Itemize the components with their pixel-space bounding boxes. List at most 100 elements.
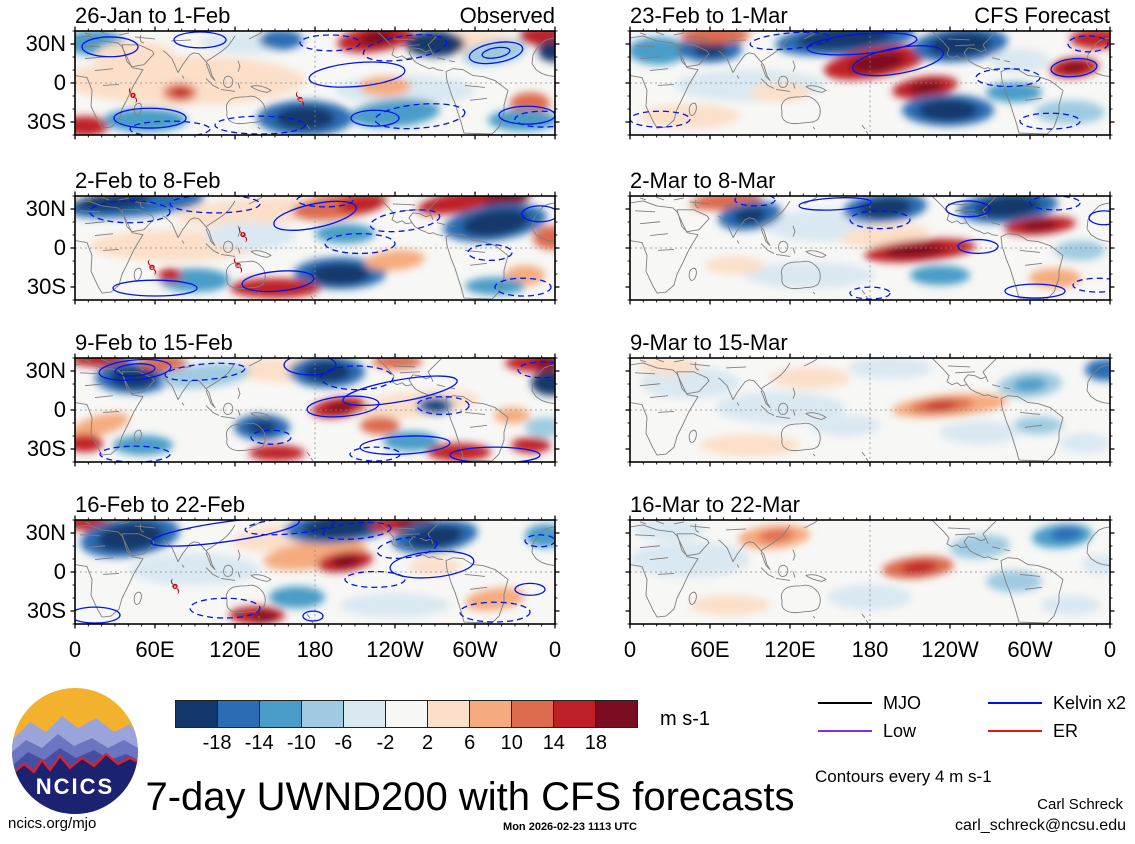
x-axis-label: 60E xyxy=(690,637,730,662)
legend-line-swatch xyxy=(988,701,1042,705)
x-axis-label: 0 xyxy=(68,637,82,662)
panel-title-row: 9-Mar to 15-Mar xyxy=(630,331,1110,355)
x-axis-label: 120W xyxy=(921,637,979,662)
tropical-cyclone-icon: 16 xyxy=(295,91,305,108)
legend-label: Kelvin x2 xyxy=(1053,693,1127,713)
svg-text:16: 16 xyxy=(236,264,240,268)
logo-red-ridge xyxy=(12,752,138,775)
x-axis-label: 0 xyxy=(1103,637,1117,662)
x-axis-label: 120W xyxy=(366,637,424,662)
panel-title-row: 2-Feb to 8-Feb xyxy=(75,169,555,193)
legend-item-low: Low xyxy=(818,722,916,740)
map-panel xyxy=(625,515,1115,629)
reference-dashed-lines xyxy=(75,358,555,462)
colorbar-cell xyxy=(343,701,385,727)
map-panel: F 16 xyxy=(70,26,560,140)
anomaly-shading xyxy=(75,520,555,624)
legend-item-mjo: MJO xyxy=(818,694,921,712)
wave-contours xyxy=(630,31,1109,130)
tropical-cyclone-icon: P xyxy=(238,226,248,243)
x-axis-label: 180 xyxy=(296,637,334,662)
tropical-cyclone-icon: 16 xyxy=(233,257,243,274)
wave-contours xyxy=(89,196,555,297)
y-axis-label: 0 xyxy=(53,70,66,95)
panel-column-label: Observed xyxy=(459,3,555,28)
panel-title-row: 9-Feb to 15-Feb xyxy=(75,331,555,355)
reference-dashed-lines xyxy=(630,358,1110,462)
author-name: Carl Schreck xyxy=(1037,796,1123,813)
x-axis-label: 180 xyxy=(851,637,889,662)
svg-text:F: F xyxy=(132,94,135,98)
colorbar-cell xyxy=(301,701,343,727)
legend-line-swatch xyxy=(818,729,872,733)
panel-date-range: 2-Mar to 8-Mar xyxy=(630,168,776,193)
wave-contours xyxy=(75,520,555,624)
coastlines xyxy=(630,196,1110,300)
legend-item-er: ER xyxy=(988,722,1078,740)
panel-title-row: 16-Mar to 22-Mar xyxy=(630,493,1110,517)
anomaly-shading xyxy=(640,358,1110,457)
y-axis-label: 0 xyxy=(53,235,66,260)
y-axis-label: 30N xyxy=(25,30,66,56)
map-panel xyxy=(625,26,1115,140)
colorbar-tick-label: -2 xyxy=(376,732,395,754)
y-axis-label: 0 xyxy=(53,559,66,584)
svg-text:16: 16 xyxy=(298,98,302,102)
coastlines xyxy=(75,31,555,135)
website-text: ncics.org/mjo xyxy=(8,815,97,832)
x-axis-label: 120E xyxy=(764,637,816,662)
colorbar-tick-label: 18 xyxy=(584,732,608,754)
y-axis-label: 30S xyxy=(26,598,66,624)
y-axis-label: 30S xyxy=(26,274,66,300)
logo-text: NCICS xyxy=(36,774,114,799)
map-panel: G P 16 xyxy=(70,191,560,305)
map-panel xyxy=(625,353,1115,467)
colorbar-cell xyxy=(427,701,469,727)
svg-text:H: H xyxy=(174,585,177,589)
x-axis-label: 0 xyxy=(623,637,637,662)
timestamp: Mon 2026-02-23 1113 UTC xyxy=(503,821,637,833)
axis-ticks xyxy=(625,515,1115,629)
map-panel xyxy=(70,353,560,467)
tropical-cyclone-icon: H xyxy=(170,578,180,595)
svg-text:G: G xyxy=(151,266,154,270)
y-axis-label: 0 xyxy=(53,397,66,422)
logo-base xyxy=(12,754,138,814)
author-email: carl_schreck@ncsu.edu xyxy=(955,817,1126,834)
coastlines xyxy=(75,196,555,300)
colorbar-cell xyxy=(259,701,301,727)
map-panel: H xyxy=(70,515,560,629)
colorbar-tick-label: -18 xyxy=(202,732,232,754)
panel-title-row: 23-Feb to 1-Mar CFS Forecast xyxy=(630,4,1110,28)
reference-dashed-lines xyxy=(630,196,1110,300)
panel-date-range: 9-Feb to 15-Feb xyxy=(75,330,233,355)
coastlines xyxy=(75,520,555,624)
colorbar-cell xyxy=(553,701,595,727)
x-axis-label: 0 xyxy=(548,637,562,662)
colorbar-units-label: m s-1 xyxy=(660,708,710,730)
legend-line-swatch xyxy=(988,729,1042,733)
panel-date-range: 16-Mar to 22-Mar xyxy=(630,492,800,517)
colorbar-cell xyxy=(469,701,511,727)
tropical-cyclone-icon: G xyxy=(147,259,157,276)
x-axis-label: 60E xyxy=(135,637,175,662)
anomaly-shading xyxy=(630,31,1110,129)
panel-date-range: 16-Feb to 22-Feb xyxy=(75,492,245,517)
colorbar-cell xyxy=(511,701,553,727)
colorbar xyxy=(175,700,638,728)
legend-label: ER xyxy=(1053,721,1079,741)
panel-date-range: 9-Mar to 15-Mar xyxy=(630,330,788,355)
legend-item-kelvin-x2: Kelvin x2 xyxy=(988,694,1126,712)
panel-title-row: 16-Feb to 22-Feb xyxy=(75,493,555,517)
map-panel xyxy=(625,191,1115,305)
colorbar-cell xyxy=(385,701,427,727)
y-axis-label: 30S xyxy=(26,436,66,462)
colorbar-tick-label: 2 xyxy=(421,732,434,754)
panel-title-row: 26-Jan to 1-Feb Observed xyxy=(75,4,555,28)
reference-dashed-lines xyxy=(630,520,1110,624)
figure-title: 7-day UWND200 with CFS forecasts xyxy=(145,775,795,819)
y-axis-label: 30N xyxy=(25,195,66,221)
y-axis-label: 30N xyxy=(25,519,66,545)
reference-dashed-lines xyxy=(75,520,555,624)
